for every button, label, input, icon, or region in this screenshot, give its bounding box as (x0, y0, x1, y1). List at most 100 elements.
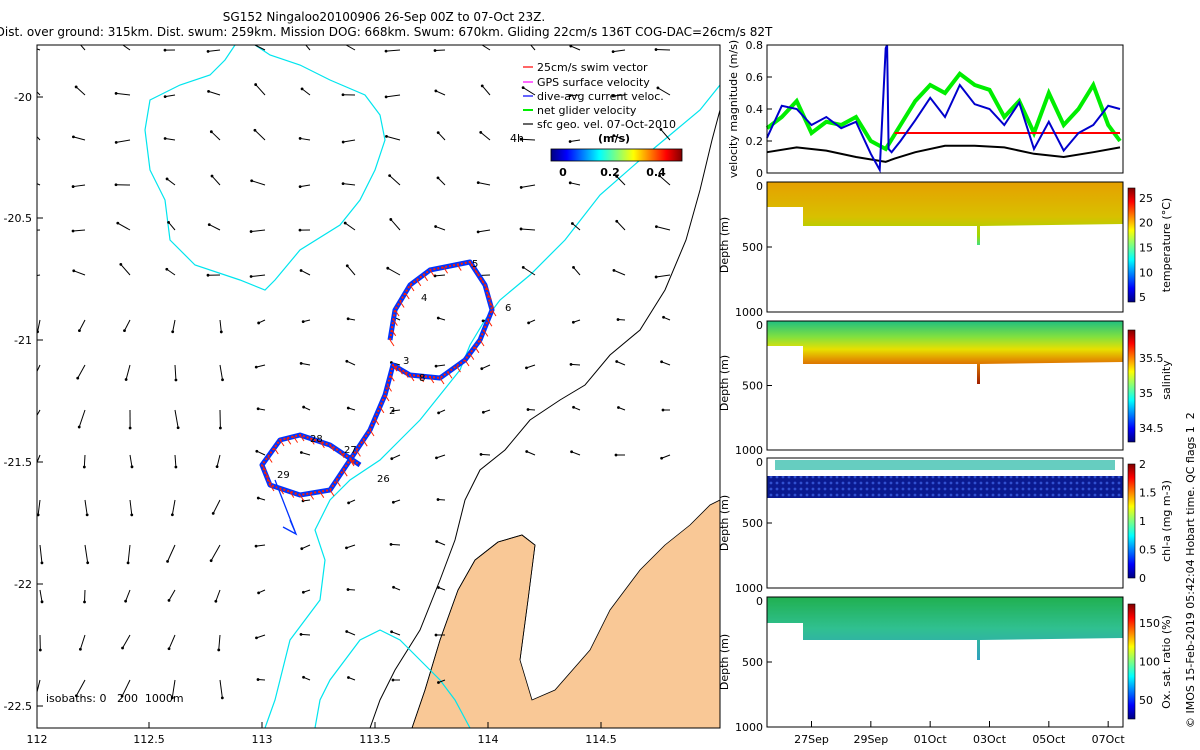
velocity-arrow-head (434, 89, 438, 93)
isobath-200m (264, 84, 720, 728)
velocity-arrow-head (256, 678, 260, 681)
velocity-series-net-glider (765, 71, 1122, 152)
velocity-arrow-head (85, 513, 89, 517)
velocity-arrow-head (480, 84, 484, 88)
velocity-arrow (73, 270, 86, 276)
velocity-arrow (522, 266, 536, 276)
swim-vector (355, 450, 361, 457)
velocity-arrow (480, 453, 491, 456)
velocity-arrow-head (250, 179, 254, 183)
velocity-arrow (210, 544, 221, 561)
velocity-arrow (391, 631, 401, 636)
velocity-arrow (78, 409, 86, 428)
velocity-arrow (219, 364, 224, 380)
colorbar-unit: (m/s) (598, 132, 630, 145)
swim-vector (484, 284, 490, 292)
velocity-arrow (37, 679, 41, 695)
velocity-arrow (212, 499, 221, 514)
velocity-arrow-head (345, 630, 349, 633)
velocity-arrow (171, 679, 176, 698)
velocity-arrow-head (206, 49, 210, 53)
velocity-arrow-head (114, 183, 118, 187)
swim-vector (269, 484, 275, 492)
swim-vector (429, 269, 435, 277)
velocity-arrow (436, 364, 446, 367)
swim-vector (342, 469, 348, 477)
chlorophyll-clabel: chl-a (mg m-3) (1160, 480, 1173, 562)
velocity-arrow (215, 589, 221, 602)
velocity-arrow (116, 92, 131, 96)
velocity-arrow (343, 183, 356, 186)
swim-vector (335, 480, 341, 487)
depth-tick-label: 500 (742, 517, 763, 530)
velocity-arrow-head (389, 218, 393, 221)
velocity-arrow-head (76, 376, 80, 380)
velocity-arrow (521, 184, 536, 188)
velocity-arrow-head (434, 225, 438, 228)
chlorophyll-ylabel: Depth (m) (718, 495, 731, 551)
swim-vector (319, 491, 325, 498)
velocity-arrow-head (40, 561, 44, 565)
velocity-arrow (37, 499, 41, 515)
velocity-arrow (166, 268, 176, 276)
swim-vector (299, 434, 305, 442)
time-tick-label: 27Sep (794, 733, 829, 746)
velocity-arrow-head (207, 223, 211, 227)
velocity-arrow-head (570, 222, 574, 225)
velocity-arrow (386, 49, 401, 52)
swim-vector (479, 339, 485, 347)
velocity-arrow-head (655, 225, 658, 229)
velocity-arrow-head (660, 456, 664, 460)
velocity-arrow (251, 274, 266, 278)
velocity-arrow-head (171, 330, 175, 334)
isobath-1000m (369, 109, 720, 728)
colorbar-tick-label: 15 (1139, 241, 1153, 254)
colorbar-tick-label: 25 (1139, 192, 1153, 205)
isobath-note: isobaths: 0 200 1000m (46, 692, 184, 705)
swim-vector (443, 267, 449, 274)
velocity-arrow-head (299, 451, 303, 454)
colorbar-tick-label: 35.5 (1139, 352, 1164, 365)
velocity-arrow-head (218, 426, 222, 430)
colorbar-tick: 0.2 (600, 166, 620, 179)
velocity-arrow (84, 544, 89, 563)
swim-vector (349, 458, 355, 465)
velocity-arrow-head (568, 181, 572, 185)
velocity-arrow (526, 451, 536, 456)
velocity-arrow (573, 267, 581, 276)
credit-text: © IMOS 15-Feb-2019 05:42:04 Hobart time.… (1184, 412, 1197, 728)
velocity-arrow (657, 87, 671, 96)
velocity-arrow (570, 363, 581, 366)
velocity-arrow-head (34, 465, 37, 468)
velocity-arrow-head (435, 456, 438, 460)
velocity-arrow (168, 634, 176, 649)
velocity-arrow-head (656, 86, 660, 90)
velocity-tick-label: 0 (756, 167, 763, 180)
velocity-arrow (300, 270, 311, 276)
velocity-arrow-head (207, 89, 210, 93)
swim-vector (387, 385, 392, 392)
chlorophyll-surface (775, 460, 1115, 470)
velocity-arrow-head (480, 367, 484, 371)
velocity-arrow (255, 84, 266, 96)
velocity-arrow (616, 220, 626, 231)
oxygen-ylabel: Depth (m) (718, 634, 731, 690)
velocity-arrow-head (38, 648, 42, 652)
velocity-arrow-head (345, 546, 348, 550)
swim-vector (403, 371, 409, 378)
oxygen-panel: Ox. sat. ratio (%) Depth (m) 0 500 1000 50 1… (718, 595, 1173, 734)
velocity-arrow-head (347, 501, 351, 505)
velocity-arrow-head (83, 600, 86, 604)
velocity-arrow (656, 274, 671, 278)
velocity-arrow-head (433, 274, 437, 278)
velocity-arrow-head (214, 599, 218, 603)
velocity-arrow-head (658, 174, 661, 178)
velocity-arrow (129, 454, 133, 467)
swim-vector (389, 374, 395, 382)
temperature-ylabel: Depth (m) (718, 217, 731, 273)
swim-vector (398, 367, 403, 375)
x-tick-label: 113.5 (359, 733, 391, 746)
salinity-clabel: salinity (1160, 360, 1173, 400)
velocity-arrow (346, 631, 356, 636)
velocity-arrow-head (437, 681, 440, 684)
